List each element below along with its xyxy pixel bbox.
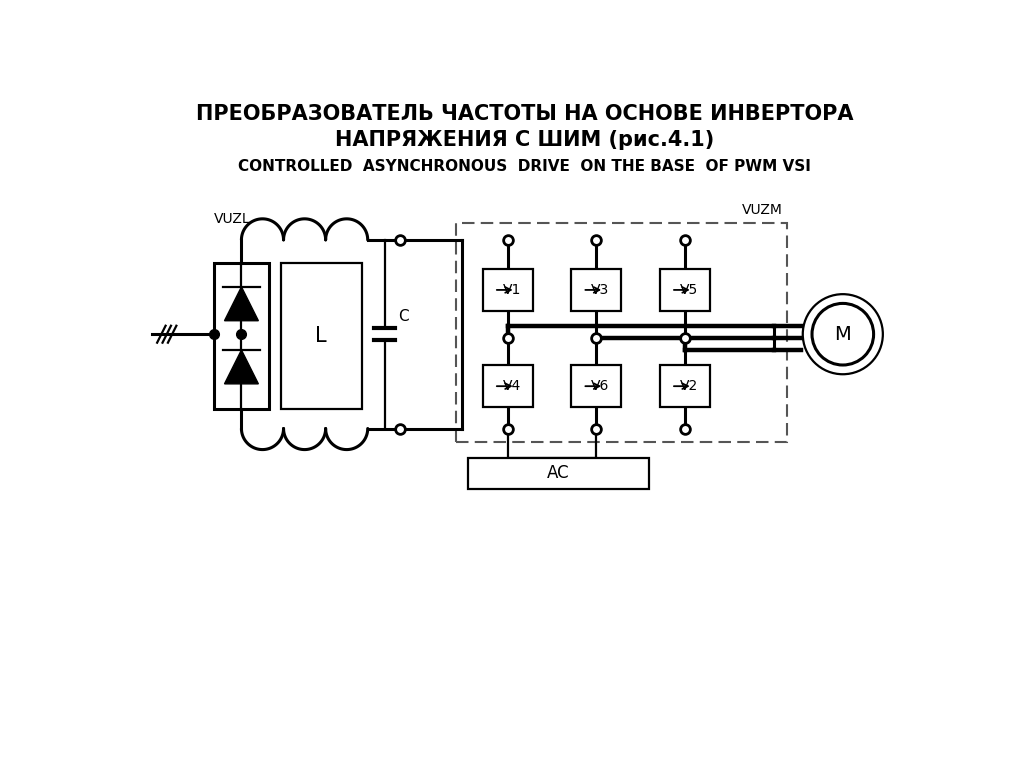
Text: НАПРЯЖЕНИЯ С ШИМ (рис.4.1): НАПРЯЖЕНИЯ С ШИМ (рис.4.1) [335,130,715,150]
Text: V6: V6 [591,379,609,393]
Circle shape [812,304,873,365]
Text: AC: AC [547,464,569,482]
Text: V2: V2 [680,379,698,393]
Polygon shape [224,350,258,384]
Text: ПРЕОБРАЗОВАТЕЛЬ ЧАСТОТЫ НА ОСНОВЕ ИНВЕРТОРА: ПРЕОБРАЗОВАТЕЛЬ ЧАСТОТЫ НА ОСНОВЕ ИНВЕРТ… [196,104,854,123]
Text: VUZL: VUZL [214,212,250,226]
Text: V5: V5 [680,283,698,297]
Bar [468,458,649,489]
Bar [659,268,710,311]
Bar [659,365,710,407]
Text: VUZM: VUZM [741,202,782,217]
Bar [483,365,532,407]
Text: CONTROLLED  ASYNCHRONOUS  DRIVE  ON THE BASE  OF PWM VSI: CONTROLLED ASYNCHRONOUS DRIVE ON THE BAS… [239,159,811,174]
Polygon shape [224,287,258,321]
Bar [214,263,269,410]
Text: C: C [397,309,409,324]
Circle shape [803,295,883,374]
Bar [571,365,622,407]
Text: L: L [315,326,327,346]
Text: V1: V1 [503,283,521,297]
Bar [483,268,532,311]
Bar [456,223,786,443]
Bar [571,268,622,311]
Text: V3: V3 [591,283,609,297]
Text: V4: V4 [503,379,521,393]
Bar [281,263,361,410]
Text: M: M [835,324,851,344]
